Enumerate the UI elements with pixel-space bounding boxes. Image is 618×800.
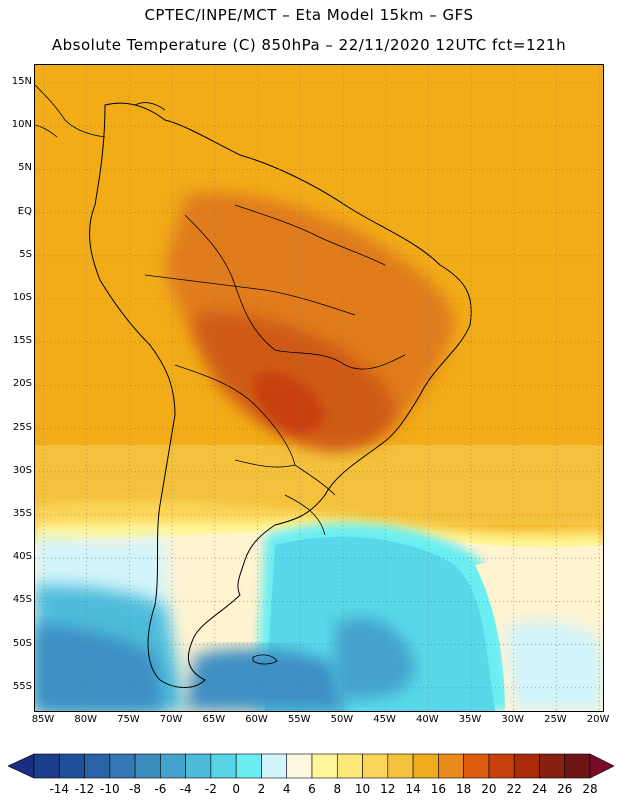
lat-label: 30S [12, 464, 32, 476]
colorbar-swatch [185, 753, 212, 779]
lat-label: 50S [12, 637, 32, 649]
colorbar-label: 22 [506, 782, 522, 796]
colorbar-label: 18 [455, 782, 472, 796]
lon-label: 65W [202, 714, 226, 725]
colorbar-label: 24 [531, 782, 548, 796]
colorbar-swatch [286, 753, 313, 779]
lat-label: EQ [17, 205, 32, 217]
colorbar-swatch [513, 753, 540, 779]
lat-label: 45S [12, 594, 32, 606]
colorbar-swatch [134, 753, 161, 779]
lat-label: 25S [12, 421, 32, 433]
colorbar [8, 753, 614, 779]
lon-label: 80W [74, 714, 97, 725]
colorbar-swatch [33, 753, 60, 779]
colorbar-label: -2 [204, 782, 217, 796]
hot-spot [253, 372, 325, 434]
lon-label: 40W [415, 714, 439, 725]
lat-label: 5N [18, 162, 32, 174]
colorbar-swatch [311, 753, 338, 779]
lat-label: 5S [19, 248, 32, 260]
colorbar-swatch [109, 753, 136, 779]
colorbar-label: 4 [282, 782, 291, 796]
lon-label: 75W [117, 714, 140, 725]
colorbar-label: -10 [100, 782, 120, 796]
colorbar-swatch [235, 753, 262, 779]
colorbar-swatch [336, 753, 363, 779]
colorbar-label: 12 [380, 782, 396, 796]
country-borders [144, 204, 406, 536]
colorbar-label: 6 [308, 782, 316, 796]
lat-label: 55S [12, 680, 32, 692]
graticule [35, 65, 603, 711]
lat-label: 10N [11, 119, 32, 131]
lon-label: 50W [330, 714, 354, 725]
temperature-map [34, 64, 604, 712]
colorbar-label: 8 [333, 782, 342, 796]
colorbar-swatch [539, 753, 566, 779]
map-title: CPTEC/INPE/MCT – Eta Model 15km – GFS [144, 6, 474, 24]
colorbar-label: -12 [74, 782, 95, 796]
colorbar-label: 26 [557, 782, 573, 796]
lon-label: 85W [31, 714, 55, 725]
colorbar-label: -14 [49, 782, 70, 796]
colorbar-label: -4 [179, 782, 192, 796]
colorbar-swatch [412, 753, 439, 779]
colorbar-swatch [463, 753, 490, 779]
colorbar-swatch [362, 753, 389, 779]
lon-label: 70W [159, 714, 183, 725]
colorbar-label: -8 [129, 782, 142, 796]
lat-label: 10S [12, 292, 32, 303]
colorbar-swatch [84, 753, 111, 779]
map-canvas [35, 65, 603, 711]
lon-label: 55W [287, 714, 311, 725]
lon-label: 35W [458, 714, 482, 725]
lat-label: 15N [11, 76, 32, 87]
colorbar-swatch [488, 753, 515, 779]
lon-label: 30W [501, 714, 524, 725]
colorbar-swatch [160, 753, 186, 779]
map-subtitle: Absolute Temperature (C) 850hPa – 22/11/… [51, 36, 567, 54]
colorbar-label: 20 [481, 782, 497, 796]
colorbar-swatch [387, 753, 414, 779]
colorbar-swatch [261, 753, 288, 779]
lat-label: 20S [12, 378, 32, 390]
deep-south [35, 625, 165, 711]
lon-label: 60W [245, 714, 268, 725]
colorbar-label: 10 [354, 782, 371, 796]
lon-label: 20W [586, 714, 610, 725]
cool-patch [335, 617, 416, 699]
colorbar-swatch [438, 753, 464, 779]
colorbar-low-arrow [8, 753, 35, 779]
lat-label: 15S [12, 335, 32, 347]
colorbar-label: 28 [582, 782, 598, 796]
falklands-outline [252, 654, 278, 665]
colorbar-label: 0 [232, 782, 240, 796]
south-america-outline [89, 102, 472, 688]
deep-south-2 [185, 648, 345, 711]
colorbar-swatch [58, 753, 85, 779]
colorbar-swatch [564, 753, 591, 779]
colorbar-label: -6 [154, 782, 167, 796]
colorbar-high-arrow [589, 753, 614, 779]
lat-label: 35S [12, 508, 32, 519]
lon-label: 45W [373, 714, 396, 725]
lat-label: 40S [12, 551, 32, 563]
colorbar-label: 16 [430, 782, 446, 796]
south-east-cool [505, 621, 603, 711]
colorbar-label: 2 [257, 782, 266, 796]
lon-label: 25W [544, 714, 567, 725]
colorbar-label: 14 [405, 782, 421, 796]
colorbar-swatch [210, 753, 237, 779]
